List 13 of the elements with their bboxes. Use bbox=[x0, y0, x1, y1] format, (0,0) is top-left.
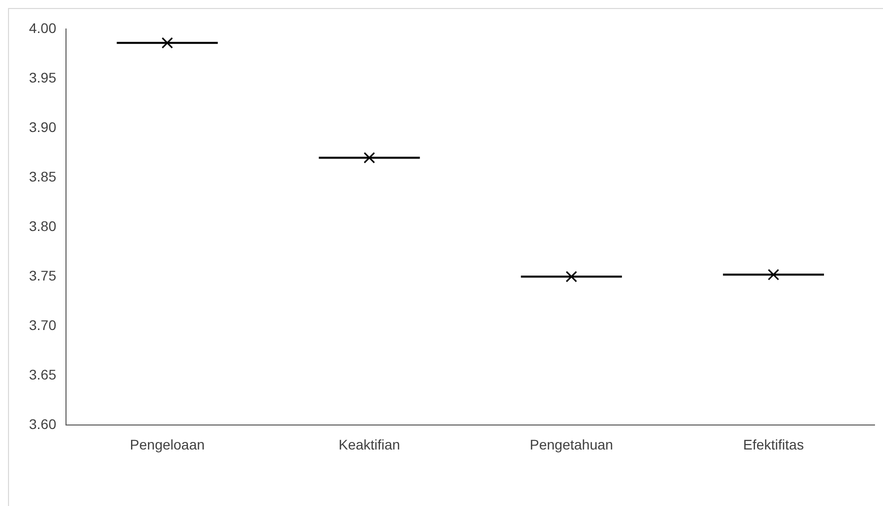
x-tick-label: Efektifitas bbox=[743, 436, 804, 452]
y-tick-label: 4.00 bbox=[29, 20, 56, 36]
y-tick-label: 3.70 bbox=[29, 317, 56, 334]
y-tick-label: 3.80 bbox=[29, 218, 56, 234]
x-tick-label: Pengetahuan bbox=[530, 436, 614, 452]
y-tick-label: 3.60 bbox=[29, 416, 56, 432]
y-tick-label: 3.85 bbox=[29, 168, 56, 184]
y-tick-label: 3.75 bbox=[29, 267, 56, 284]
y-tick-label: 3.95 bbox=[29, 69, 56, 86]
y-tick-label: 3.90 bbox=[29, 118, 56, 135]
x-tick-label: Keaktifian bbox=[338, 436, 400, 452]
x-tick-label: Pengeloaan bbox=[130, 436, 205, 452]
y-tick-label: 3.65 bbox=[29, 366, 56, 383]
